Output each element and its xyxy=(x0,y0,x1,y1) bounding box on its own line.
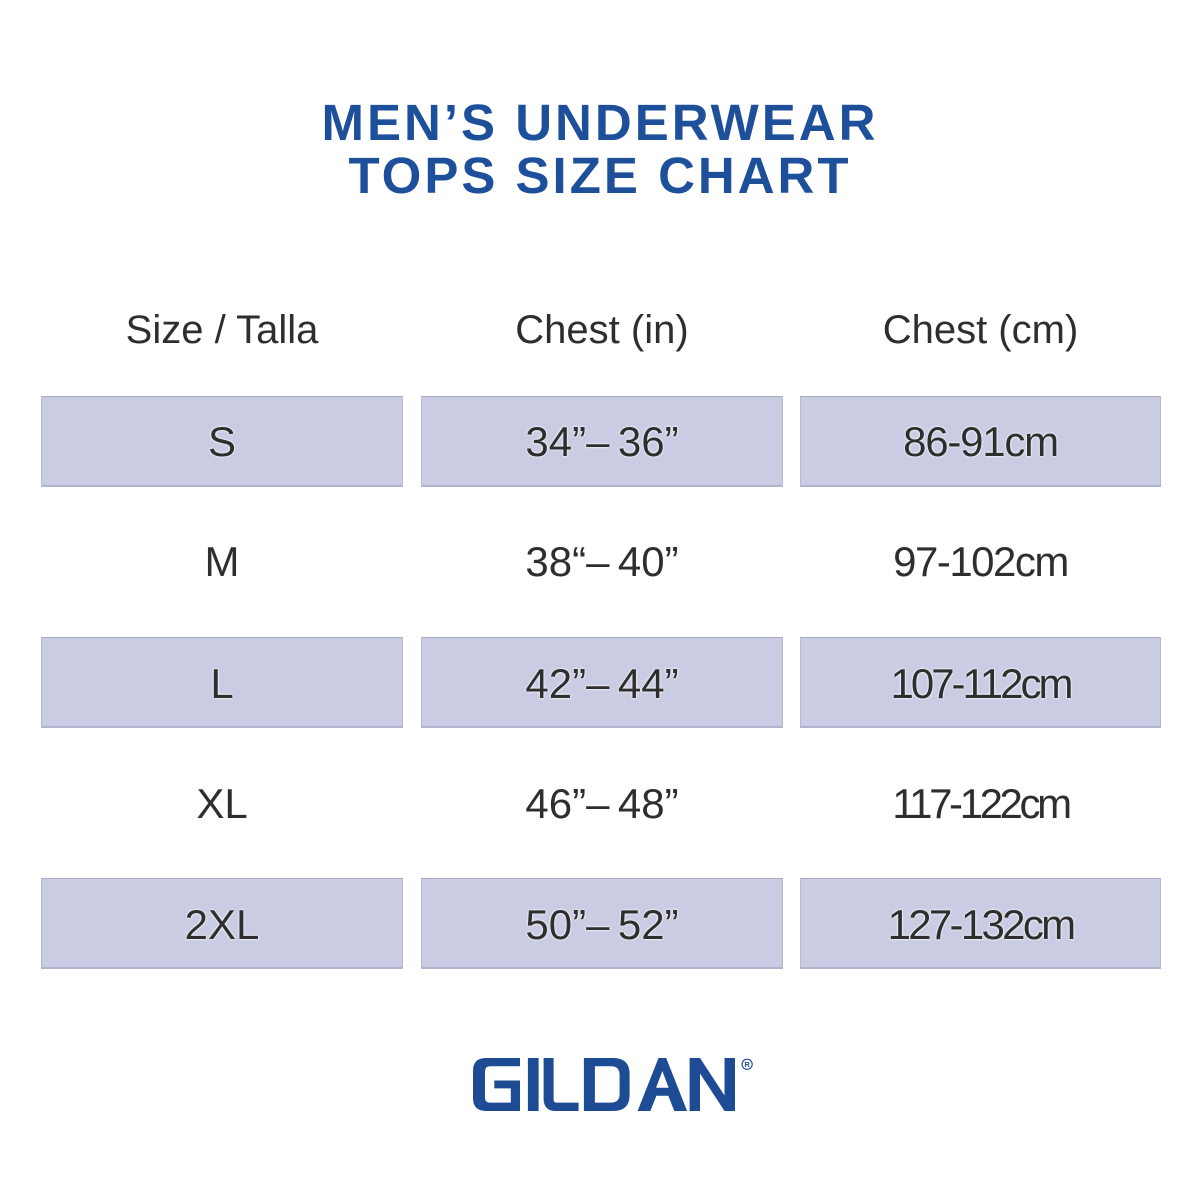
svg-text:R: R xyxy=(744,1060,750,1069)
